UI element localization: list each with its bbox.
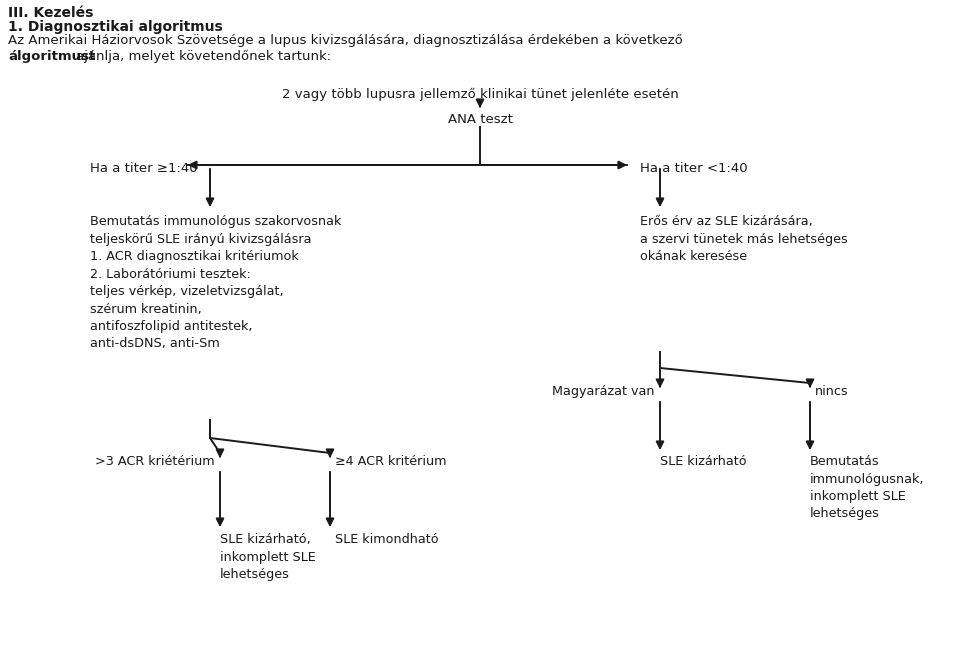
Text: Ha a titer <1:40: Ha a titer <1:40 bbox=[640, 162, 748, 175]
Text: álgoritmust: álgoritmust bbox=[8, 50, 95, 63]
Text: SLE kizárható: SLE kizárható bbox=[660, 455, 747, 468]
Text: 1. Diagnosztikai algoritmus: 1. Diagnosztikai algoritmus bbox=[8, 20, 223, 34]
Text: Bemutatás immunológus szakorvosnak
teljeskörű SLE irányú kivizsgálásra
1. ACR di: Bemutatás immunológus szakorvosnak telje… bbox=[90, 215, 342, 351]
Text: Az Amerikai Háziorvosok Szövetsége a lupus kivizsgálására, diagnosztizálása érde: Az Amerikai Háziorvosok Szövetsége a lup… bbox=[8, 34, 683, 47]
Text: Erős érv az SLE kizárására,
a szervi tünetek más lehetséges
okának keresése: Erős érv az SLE kizárására, a szervi tün… bbox=[640, 215, 848, 263]
Text: nincs: nincs bbox=[815, 385, 849, 398]
Text: ≥4 ACR kritérium: ≥4 ACR kritérium bbox=[335, 455, 446, 468]
Text: Bemutatás
immunológusnak,
inkomplett SLE
lehetséges: Bemutatás immunológusnak, inkomplett SLE… bbox=[810, 455, 924, 520]
Text: >3 ACR kriétérium: >3 ACR kriétérium bbox=[95, 455, 215, 468]
Text: ajánlja, melyet követendőnek tartunk:: ajánlja, melyet követendőnek tartunk: bbox=[76, 50, 331, 63]
Text: SLE kimondható: SLE kimondható bbox=[335, 533, 439, 546]
Text: III. Kezelés: III. Kezelés bbox=[8, 6, 93, 20]
Text: Ha a titer ≥1:40: Ha a titer ≥1:40 bbox=[90, 162, 198, 175]
Text: 2 vagy több lupusra jellemző klinikai tünet jelenléte esetén: 2 vagy több lupusra jellemző klinikai tü… bbox=[281, 88, 679, 101]
Text: SLE kizárható,
inkomplett SLE
lehetséges: SLE kizárható, inkomplett SLE lehetséges bbox=[220, 533, 316, 581]
Text: ANA teszt: ANA teszt bbox=[447, 113, 513, 126]
Text: Magyarázat van: Magyarázat van bbox=[553, 385, 655, 398]
